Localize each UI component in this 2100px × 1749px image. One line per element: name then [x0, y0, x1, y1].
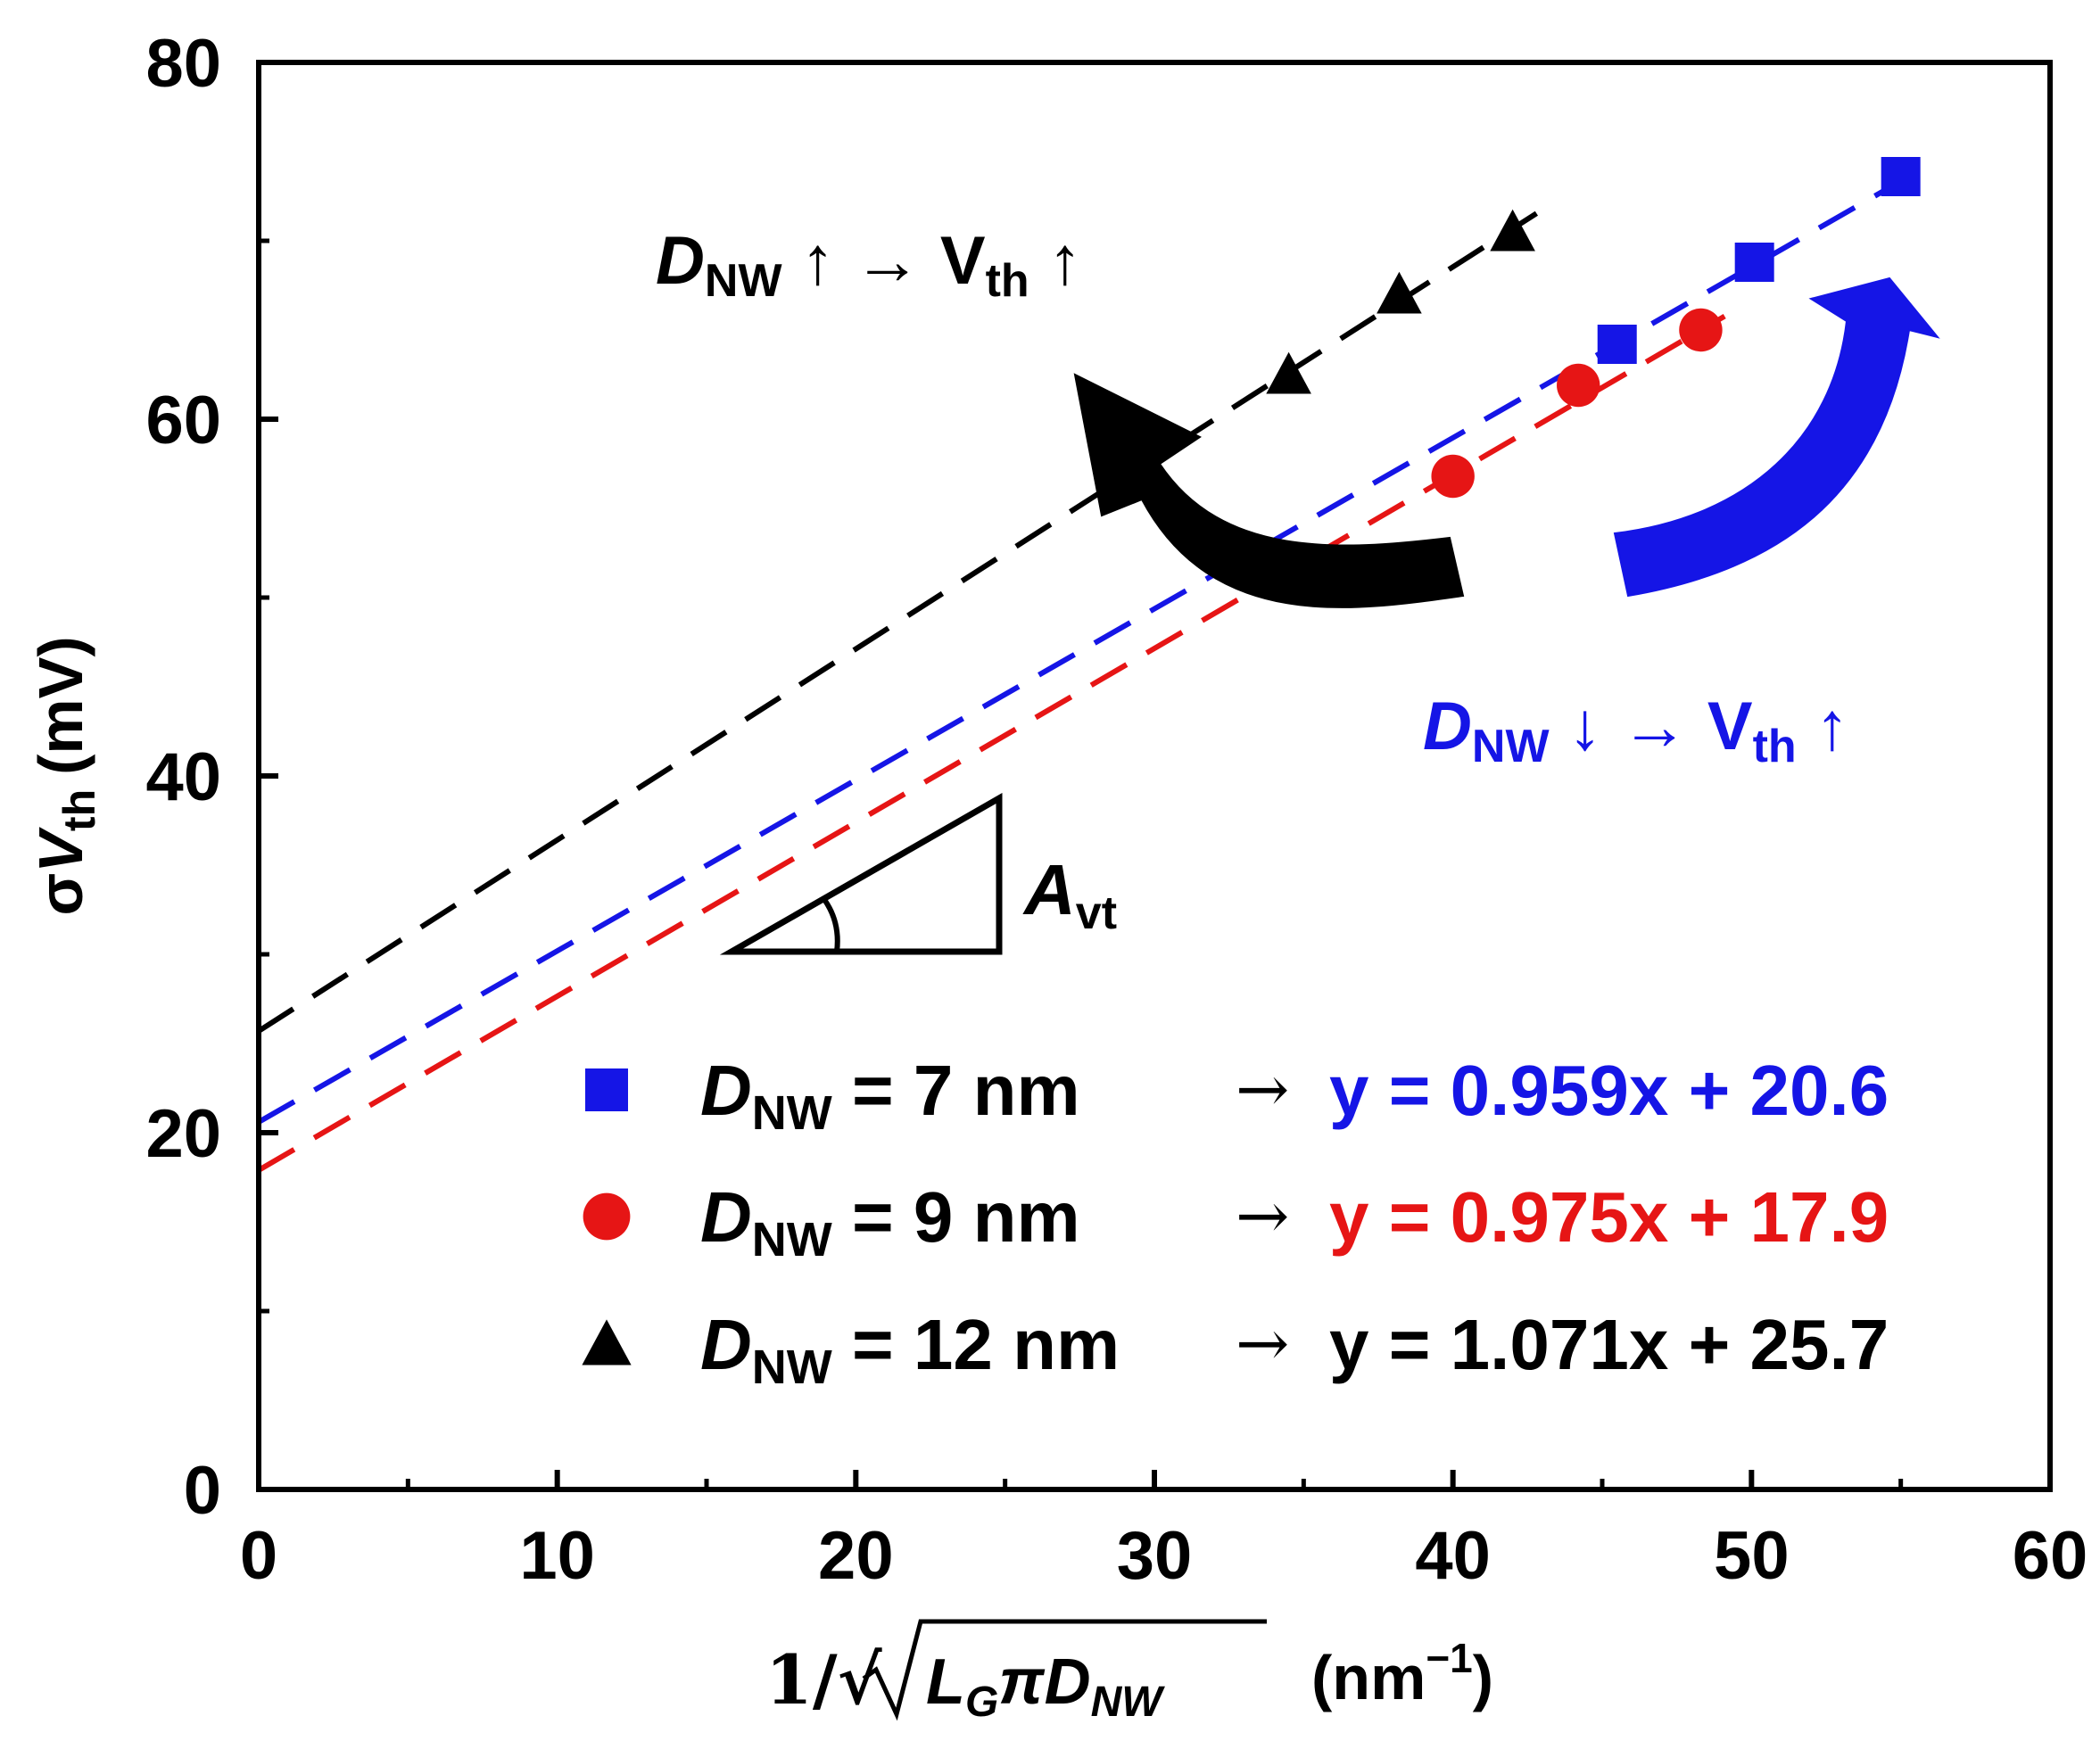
- x-tick-label: 60: [2013, 1518, 2088, 1594]
- legend-arrow: →: [1236, 1178, 1289, 1253]
- fit-lines: [257, 165, 1926, 1173]
- x-tick-label: 50: [1714, 1518, 1790, 1594]
- legend-equation: y = 0.959x + 20.6: [1329, 1051, 1889, 1130]
- sqrt-bar: [862, 1619, 1267, 1721]
- annotation-dnw-up-text2: ↑: [1029, 223, 1082, 299]
- annotation-dnw-down-sub2: th: [1753, 721, 1797, 772]
- legend-label-rest: = 12 nm: [832, 1305, 1120, 1384]
- data-point: [1431, 454, 1475, 499]
- plot-frame: [256, 60, 2053, 1492]
- x-label-middle-sub: NW: [1091, 1679, 1166, 1726]
- legend-label: DNW = 9 nm: [700, 1177, 1080, 1266]
- data-point: [1679, 308, 1723, 352]
- y-tick-label: 20: [145, 1096, 221, 1172]
- annotation-dnw-down-sub: NW: [1472, 721, 1550, 772]
- x-label-radicand-sub: G: [965, 1679, 998, 1726]
- annotation-dnw-up: DNW ↑ → Vth ↑: [656, 223, 1082, 307]
- legend-row: DNW = 12 nm → y = 1.071x + 25.7: [582, 1305, 1889, 1394]
- x-label-unit-sup: −1: [1426, 1635, 1472, 1681]
- angle-arc: [823, 899, 840, 953]
- y-tick-label: 80: [145, 26, 221, 102]
- data-point: [1490, 209, 1535, 252]
- annotation-dnw-up-text1: ↑ → V: [782, 223, 986, 299]
- annotation-dnw-up-sub: NW: [705, 255, 783, 307]
- svg-text:(nm−1): (nm−1): [1311, 1635, 1493, 1712]
- legend-arrow: →: [1236, 1052, 1289, 1126]
- x-tick-labels: 0 10 20 30 40 50 60: [240, 1518, 2088, 1594]
- legend-row: DNW = 7 nm → y = 0.959x + 20.6: [585, 1051, 1889, 1140]
- x-label-unit: (nm: [1311, 1643, 1426, 1712]
- annotation-dnw-down-main: D: [1423, 689, 1472, 764]
- x-axis-label: 1/√ LGπDNW (nm−1): [765, 1619, 1493, 1726]
- blue-curved-arrow: [1613, 276, 1940, 598]
- y-tick-labels: 0 20 40 60 80: [145, 26, 221, 1529]
- data-point: [1266, 351, 1311, 394]
- annotation-dnw-up-main: D: [656, 223, 705, 299]
- annotation-dnw-down: DNW ↓ → Vth ↑: [1423, 689, 1849, 772]
- x-label-prefix: 1/√: [765, 1640, 883, 1720]
- legend-label: DNW = 7 nm: [700, 1051, 1080, 1140]
- fit-line: [257, 210, 1538, 1034]
- fit-line: [257, 165, 1926, 1125]
- legend-marker: [585, 1068, 628, 1111]
- annotation-dnw-down-text1: ↓ → V: [1550, 689, 1753, 764]
- data-point: [1377, 271, 1422, 314]
- data-point: [1881, 157, 1921, 196]
- x-tick-label: 20: [818, 1518, 894, 1594]
- legend-row: DNW = 9 nm → y = 0.975x + 17.9: [583, 1177, 1889, 1266]
- x-label-radicand: L: [926, 1646, 965, 1718]
- legend-label-sub: NW: [752, 1213, 832, 1266]
- y-label-sigma: σ: [26, 873, 95, 916]
- x-tick-label: 0: [240, 1518, 277, 1594]
- legend-label-main: D: [700, 1177, 752, 1257]
- legend-label: DNW = 12 nm: [700, 1305, 1120, 1394]
- legend-label-main: D: [700, 1305, 752, 1384]
- legend-equation: y = 1.071x + 25.7: [1329, 1305, 1889, 1384]
- axis-ticks: [256, 60, 2053, 1492]
- legend-marker: [582, 1319, 632, 1365]
- y-label-unit: (mV): [26, 636, 95, 775]
- x-label-unit-close: ): [1473, 1643, 1493, 1712]
- data-point: [1557, 363, 1600, 408]
- slope-triangle: [719, 792, 1003, 955]
- annotation-dnw-up-sub2: th: [986, 255, 1029, 307]
- annotation-avt: Avt: [1022, 850, 1117, 939]
- svg-text:LGπDNW: LGπDNW: [926, 1646, 1165, 1726]
- legend-label-rest: = 7 nm: [832, 1051, 1080, 1130]
- annotation-dnw-down-text2: ↑: [1797, 689, 1849, 764]
- y-tick-label: 60: [145, 383, 221, 458]
- legend-label-sub: NW: [752, 1086, 832, 1140]
- legend-label-sub: NW: [752, 1341, 832, 1394]
- markers: [1266, 157, 1921, 499]
- y-tick-label: 0: [184, 1453, 221, 1529]
- black-curved-arrow: [1073, 373, 1465, 608]
- x-tick-label: 30: [1117, 1518, 1193, 1594]
- y-tick-label: 40: [145, 739, 221, 815]
- legend-marker: [583, 1192, 631, 1241]
- x-tick-label: 40: [1415, 1518, 1491, 1594]
- data-point: [1597, 325, 1637, 364]
- fit-line: [257, 313, 1726, 1173]
- legend-label-rest: = 9 nm: [832, 1177, 1080, 1257]
- legend-label-main: D: [700, 1051, 752, 1130]
- y-label-var-sub: th: [54, 789, 104, 831]
- x-tick-label: 10: [519, 1518, 595, 1594]
- annotation-avt-sub: vt: [1076, 887, 1117, 939]
- y-label-var: V: [26, 827, 95, 873]
- y-axis-label: σVth (mV): [26, 636, 104, 915]
- legend-equation: y = 0.975x + 17.9: [1329, 1177, 1889, 1257]
- svg-text:1/√: 1/√: [765, 1640, 883, 1720]
- x-label-middle: πD: [998, 1646, 1090, 1718]
- data-point: [1734, 243, 1774, 282]
- legend-arrow: →: [1236, 1306, 1289, 1381]
- annotation-avt-main: A: [1022, 850, 1076, 929]
